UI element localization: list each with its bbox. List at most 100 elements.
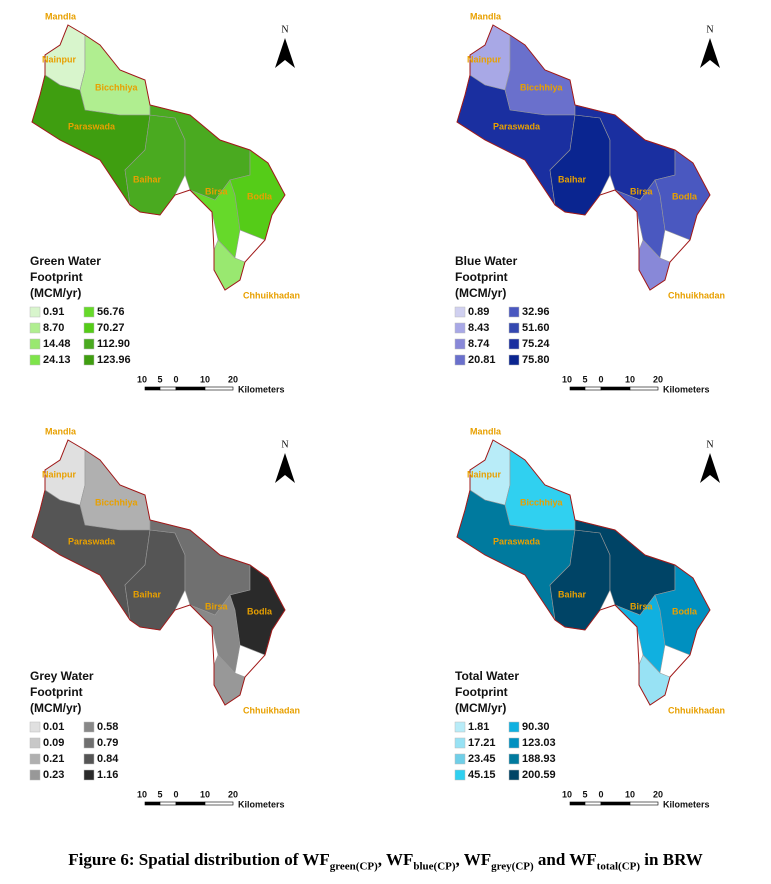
scale-label: 10 [200,789,210,799]
legend-title: (MCM/yr) [30,701,81,715]
north-label: N [706,439,713,450]
place-label: Bodla [672,191,698,201]
legend-swatch [508,338,520,350]
basin-boundary [31,24,286,291]
legend-swatch [454,769,466,781]
legend-label: 112.90 [97,338,130,350]
legend-label: 0.84 [97,753,119,765]
place-label: Baihar [558,174,587,184]
place-label: Mandla [470,11,502,21]
scale-unit: Kilometers [238,799,285,809]
legend-swatch [83,322,95,334]
legend-label: 90.30 [522,721,550,733]
place-label: Paraswada [493,121,541,131]
legend-label: 0.58 [97,721,118,733]
place-label: Paraswada [68,121,116,131]
place-label: Birsa [630,601,654,611]
legend-title: Footprint [455,685,508,699]
place-label: Bicchhiya [520,497,564,507]
map-panel: Mandla Nainpur Bicchhiya Paraswada Baihar Bir… [454,426,725,809]
place-label: Nainpur [42,54,76,64]
legend-title: Green Water [30,254,101,268]
legend-label: 0.21 [43,753,64,765]
place-label: Bicchhiya [95,82,139,92]
scale-unit: Kilometers [238,384,285,394]
place-label: Baihar [133,589,162,599]
legend-swatch [29,354,41,366]
scale-bar [159,386,177,391]
scale-bar [584,801,602,806]
legend-swatch [508,769,520,781]
place-label: Mandla [45,11,77,21]
scale-label: 0 [598,789,603,799]
legend-label: 75.80 [522,354,550,366]
scale-unit: Kilometers [663,799,710,809]
legend-swatch [454,354,466,366]
legend-label: 0.01 [43,721,64,733]
scale-label: 20 [228,789,238,799]
north-arrow [275,38,295,68]
legend-label: 123.96 [97,354,131,366]
legend-swatch [83,721,95,733]
legend-title: (MCM/yr) [455,286,506,300]
legend-title: (MCM/yr) [455,701,506,715]
place-label: Bicchhiya [520,82,564,92]
place-label: Paraswada [68,536,116,546]
legend-swatch [29,338,41,350]
district [504,449,576,531]
scale-label: 20 [228,374,238,384]
scale-bar [144,386,161,391]
scale-bar [629,386,659,391]
place-label: Chhuikhadan [668,290,725,300]
caption-text: , WF [377,850,414,869]
legend-swatch [29,737,41,749]
legend-swatch [508,753,520,765]
legend-swatch [29,306,41,318]
north-label: N [281,24,288,35]
place-label: Bodla [672,606,698,616]
scale-label: 20 [653,789,663,799]
scale-label: 5 [582,374,587,384]
legend-label: 24.13 [43,354,71,366]
caption-subscript: green(CP) [329,860,378,873]
place-label: Bodla [247,191,273,201]
legend-label: 0.89 [468,306,489,318]
legend-label: 17.21 [468,737,496,749]
legend-swatch [29,721,41,733]
place-label: Nainpur [467,54,501,64]
legend-title: Footprint [455,270,508,284]
legend-label: 1.81 [468,721,489,733]
legend-title: Blue Water [455,254,518,268]
legend-swatch [508,322,520,334]
place-label: Bodla [247,606,273,616]
legend-swatch [29,753,41,765]
north-label: N [706,24,713,35]
legend-label: 14.48 [43,338,71,350]
legend-label: 56.76 [97,306,125,318]
legend-swatch [508,354,520,366]
scale-bar [175,801,206,806]
legend-swatch [83,737,95,749]
place-label: Birsa [630,186,654,196]
scale-unit: Kilometers [663,384,710,394]
map-panel: Mandla Nainpur Bicchhiya Paraswada Baihar Bir… [29,426,300,809]
place-label: Baihar [558,589,587,599]
caption: Figure 6: Spatial distribution of WFgree… [0,850,771,872]
legend-swatch [454,753,466,765]
scale-label: 10 [137,789,147,799]
scale-label: 10 [625,789,635,799]
legend-title: (MCM/yr) [30,286,81,300]
place-label: Chhuikhadan [668,705,725,715]
legend-swatch [454,737,466,749]
scale-label: 10 [200,374,210,384]
scale-bar [629,801,659,806]
legend-swatch [83,753,95,765]
scale-bar [175,386,206,391]
legend-swatch [454,306,466,318]
legend-label: 75.24 [522,338,550,350]
legend-swatch [454,338,466,350]
legend-swatch [83,338,95,350]
scale-label: 5 [582,789,587,799]
caption-text: , WF [455,850,492,869]
scale-label: 10 [625,374,635,384]
